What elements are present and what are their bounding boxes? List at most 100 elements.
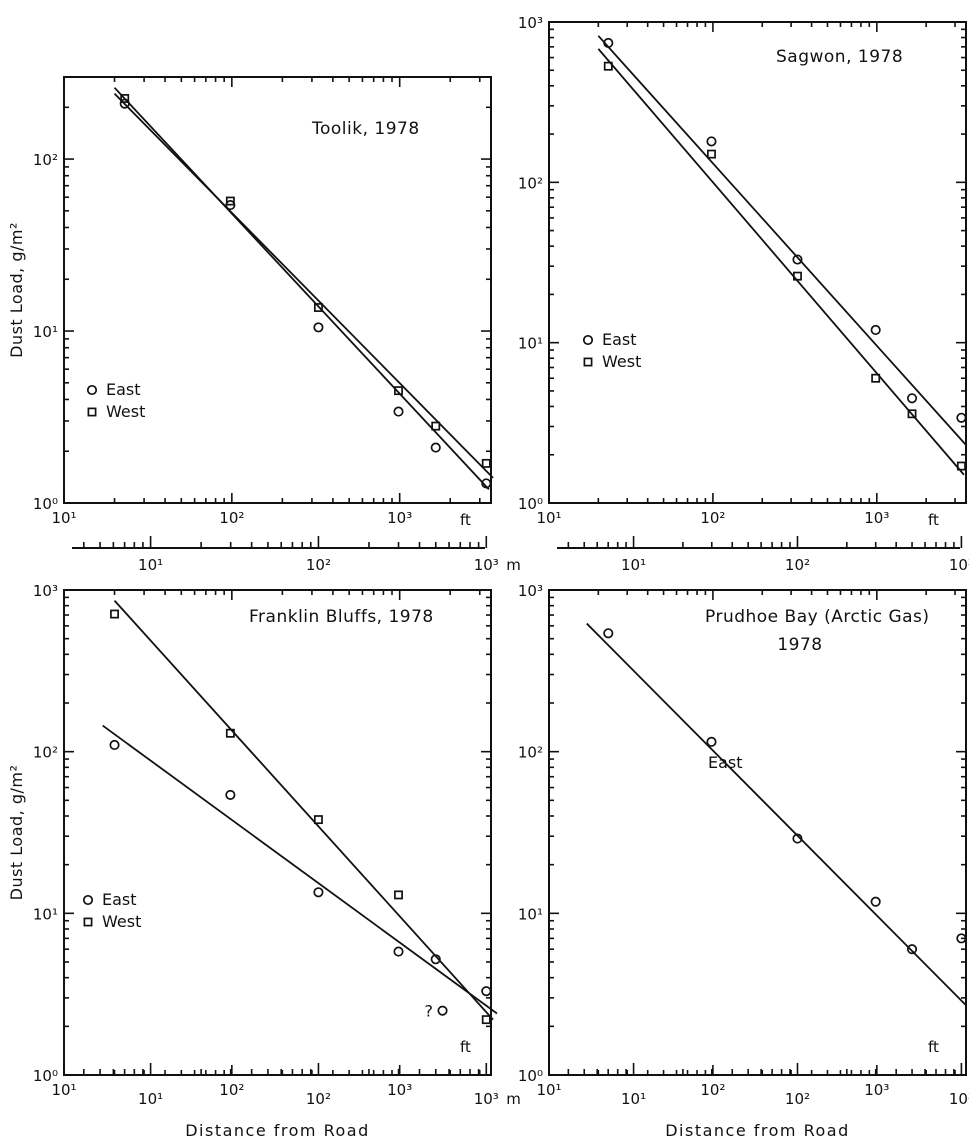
data-point-west — [707, 149, 716, 159]
metre-tick-label: 10² — [785, 1090, 810, 1108]
data-point-east — [870, 324, 881, 336]
x-tick-label: 10³ — [387, 509, 412, 527]
data-point-west — [603, 61, 613, 71]
data-point-west — [394, 890, 403, 900]
y-tick-label: 10³ — [518, 582, 543, 600]
legend-marker-west — [583, 357, 593, 367]
x-tick-label: 10² — [219, 509, 244, 527]
data-point-west — [313, 303, 323, 312]
legend-label-east: East — [602, 330, 637, 349]
data-point-east — [481, 986, 492, 997]
metre-unit-label: m — [506, 556, 521, 574]
fit-line-west — [113, 599, 494, 1021]
x-tick-label: 10² — [700, 1081, 725, 1099]
x-unit-label: ft — [928, 1038, 939, 1056]
y-tick-label: 10⁰ — [518, 495, 543, 513]
metre-tick-label: 10³ — [474, 1090, 499, 1108]
data-point-east — [792, 833, 803, 844]
metre-tick-label: 10³ — [949, 556, 969, 574]
data-point-west — [394, 386, 403, 396]
x-axis-label: Distance from Road — [185, 1121, 370, 1140]
data-point-east — [603, 37, 614, 49]
data-point-east — [109, 739, 120, 751]
data-point-west — [956, 461, 966, 471]
data-point-east — [313, 887, 324, 898]
data-point-west — [907, 409, 917, 419]
metre-tick-label: 10² — [306, 1090, 331, 1108]
series-label-east: East — [708, 753, 743, 772]
y-tick-label: 10² — [518, 174, 543, 192]
y-tick-label: 10¹ — [518, 335, 543, 353]
fit-line-east — [102, 724, 498, 1015]
y-tick-label: 10⁰ — [33, 1067, 58, 1085]
data-point-east — [706, 136, 717, 147]
data-point-east — [437, 1005, 448, 1016]
metre-tick-label: 10¹ — [621, 1090, 646, 1108]
fit-line-west — [597, 48, 965, 476]
data-point-west — [481, 1015, 491, 1025]
y-tick-label: 10¹ — [518, 905, 543, 923]
data-point-west — [313, 815, 323, 825]
fit-line-east — [586, 622, 967, 1006]
data-point-west — [481, 458, 491, 468]
plot-frame — [63, 76, 492, 504]
data-point-west — [431, 421, 441, 431]
data-point-east — [956, 412, 967, 423]
data-point-east — [313, 322, 324, 333]
panel-title: Prudhoe Bay (Arctic Gas) — [705, 607, 930, 627]
x-axis-label: Distance from Road — [665, 1121, 850, 1140]
legend-marker-east — [86, 384, 98, 396]
x-unit-label: ft — [460, 1038, 471, 1056]
x-tick-label: 10² — [219, 1081, 244, 1099]
y-axis-label: Dust Load, g/m² — [7, 222, 26, 358]
data-point-east — [792, 254, 803, 265]
y-tick-label: 10⁰ — [518, 1067, 543, 1085]
x-tick-label: 10¹ — [51, 1081, 76, 1099]
panel-4: 10¹10²10³ft10⁰10¹10²10³10¹10²10³mPrudhoe… — [518, 582, 969, 1140]
x-tick-label: 10¹ — [536, 509, 561, 527]
x-unit-label: ft — [460, 511, 471, 529]
x-tick-label: 10² — [700, 509, 725, 527]
data-point-east — [706, 736, 717, 747]
data-point-east — [481, 478, 492, 489]
metre-tick-label: 10² — [785, 556, 810, 574]
legend-marker-west — [83, 917, 93, 927]
data-point-east — [906, 944, 918, 955]
x-tick-label: 10¹ — [536, 1081, 561, 1099]
x-unit-label: ft — [928, 511, 939, 529]
data-point-west — [793, 271, 802, 281]
panel-title: Franklin Bluffs, 1978 — [249, 607, 434, 627]
y-tick-label: 10¹ — [33, 905, 58, 923]
data-point-east — [430, 442, 441, 453]
plot-frame — [548, 21, 967, 504]
x-tick-label: 10³ — [864, 1081, 889, 1099]
data-point-east — [225, 789, 236, 800]
data-point-east — [430, 954, 441, 965]
data-point-west — [110, 609, 119, 619]
data-point-east — [393, 946, 404, 957]
metre-tick-label: 10¹ — [621, 556, 646, 574]
metre-unit-label: m — [506, 1090, 521, 1108]
metre-tick-label: 10² — [306, 556, 331, 574]
data-point-east — [906, 393, 918, 404]
data-point-east — [393, 406, 404, 417]
metre-tick-label: 10³ — [474, 556, 499, 574]
fit-line-east — [597, 35, 967, 446]
y-tick-label: 10² — [33, 151, 58, 169]
data-point-west — [871, 373, 881, 383]
legend-label-east: East — [106, 380, 141, 399]
y-tick-label: 10¹ — [33, 323, 58, 341]
panel-title: Sagwon, 1978 — [776, 47, 903, 67]
y-tick-label: 10³ — [33, 582, 58, 600]
metre-tick-label: 10¹ — [138, 556, 163, 574]
y-tick-label: 10⁰ — [33, 495, 58, 513]
fit-line-east — [113, 87, 490, 490]
y-tick-label: 10³ — [518, 14, 543, 32]
metre-tick-label: 10³ — [949, 1090, 969, 1108]
legend-label-east: East — [102, 890, 137, 909]
data-point-east — [870, 896, 881, 907]
legend-marker-east — [582, 334, 594, 346]
